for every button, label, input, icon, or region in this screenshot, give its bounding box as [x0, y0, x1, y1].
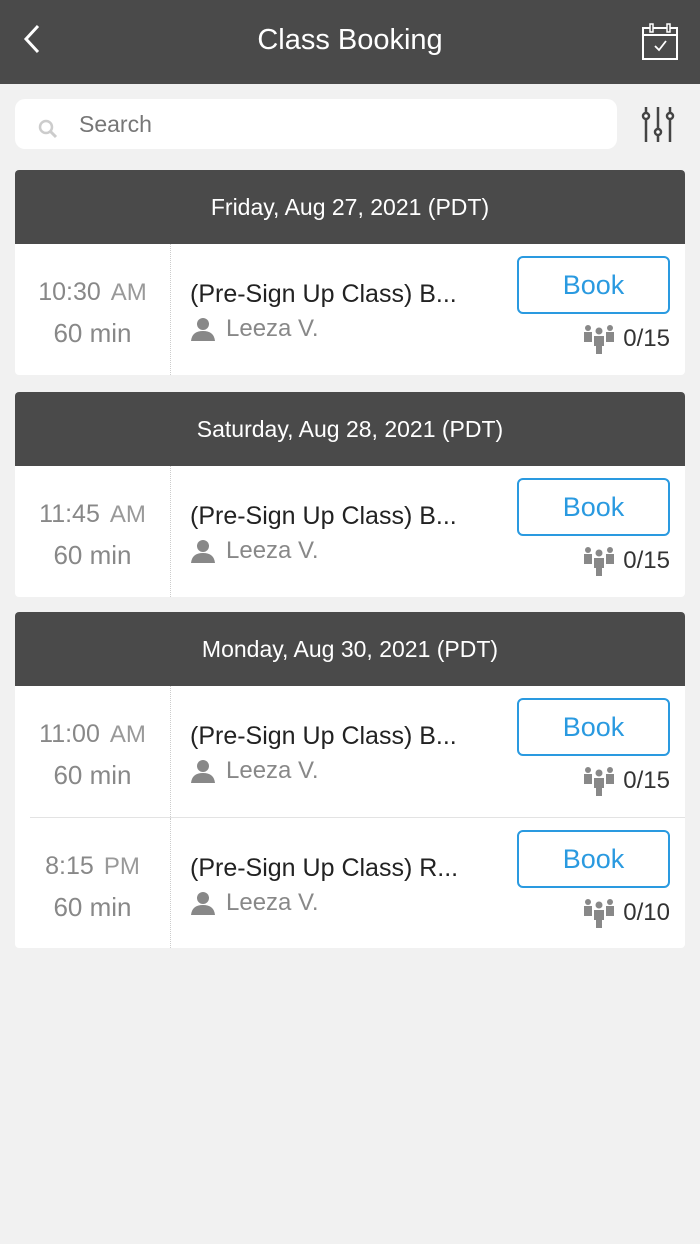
person-icon: [191, 540, 215, 563]
person-icon: [191, 892, 215, 915]
class-name[interactable]: (Pre-Sign Up Class) R...: [190, 854, 459, 882]
time-column: 11:00 AM 60 min: [15, 686, 171, 817]
duration: 60 min: [53, 892, 132, 922]
search-input[interactable]: [79, 99, 599, 149]
group-icon: [584, 325, 615, 354]
date-header: Friday, Aug 27, 2021 (PDT): [15, 170, 685, 244]
class-name[interactable]: (Pre-Sign Up Class) B...: [190, 722, 457, 750]
instructor-name: Leeza V.: [226, 315, 319, 342]
class-row: 8:15 PM 60 min (Pre-Sign Up Class) R... Lee…: [30, 817, 685, 948]
capacity-count: 0/15: [623, 767, 670, 794]
start-time: 11:00: [39, 720, 100, 748]
book-button[interactable]: Book: [517, 698, 670, 756]
am-pm: AM: [109, 721, 146, 748]
search-bar: [15, 99, 617, 149]
class-name[interactable]: (Pre-Sign Up Class) B...: [190, 280, 457, 308]
date-section: Monday, Aug 30, 2021 (PDT) 11:00 AM 60 min…: [15, 612, 685, 948]
group-icon: [584, 547, 615, 576]
class-row: 10:30 AM 60 min (Pre-Sign Up Class) B... Le…: [15, 244, 685, 375]
start-time: 8:15: [45, 852, 94, 880]
instructor-name: Leeza V.: [226, 889, 319, 916]
group-icon: [584, 767, 615, 796]
instructor-name: Leeza V.: [226, 757, 319, 784]
chevron-left-icon[interactable]: [18, 20, 48, 60]
duration: 60 min: [53, 318, 132, 348]
date-section: Saturday, Aug 28, 2021 (PDT) 11:45 AM 60 m…: [15, 392, 685, 597]
book-button[interactable]: Book: [517, 256, 670, 314]
date-section: Friday, Aug 27, 2021 (PDT) 10:30 AM 60 min…: [15, 170, 685, 375]
person-icon: [191, 318, 215, 341]
capacity-count: 0/10: [623, 899, 670, 926]
am-pm: AM: [110, 279, 147, 306]
start-time: 10:30: [38, 278, 101, 306]
calendar-check-icon[interactable]: [640, 22, 680, 62]
date-header: Monday, Aug 30, 2021 (PDT): [15, 612, 685, 686]
group-icon: [584, 899, 615, 928]
capacity-count: 0/15: [623, 547, 670, 574]
book-button[interactable]: Book: [517, 830, 670, 888]
class-row: 11:45 AM 60 min (Pre-Sign Up Class) B... Le…: [15, 466, 685, 597]
class-row: 11:00 AM 60 min (Pre-Sign Up Class) B... Le…: [15, 686, 685, 817]
am-pm: AM: [109, 501, 146, 528]
time-column: 11:45 AM 60 min: [15, 466, 171, 597]
date-header: Saturday, Aug 28, 2021 (PDT): [15, 392, 685, 466]
search-icon: [38, 119, 58, 139]
person-icon: [191, 760, 215, 783]
book-button[interactable]: Book: [517, 478, 670, 536]
start-time: 11:45: [39, 500, 100, 528]
instructor-name: Leeza V.: [226, 537, 319, 564]
time-column: 10:30 AM 60 min: [15, 244, 171, 375]
am-pm: PM: [103, 853, 140, 880]
duration: 60 min: [53, 540, 132, 570]
duration: 60 min: [53, 760, 132, 790]
sliders-icon[interactable]: [638, 104, 678, 144]
class-name[interactable]: (Pre-Sign Up Class) B...: [190, 502, 457, 530]
time-column: 8:15 PM 60 min: [15, 818, 171, 948]
top-bar: Class Booking: [0, 0, 700, 84]
page-title: Class Booking: [257, 24, 443, 56]
capacity-count: 0/15: [623, 325, 670, 352]
